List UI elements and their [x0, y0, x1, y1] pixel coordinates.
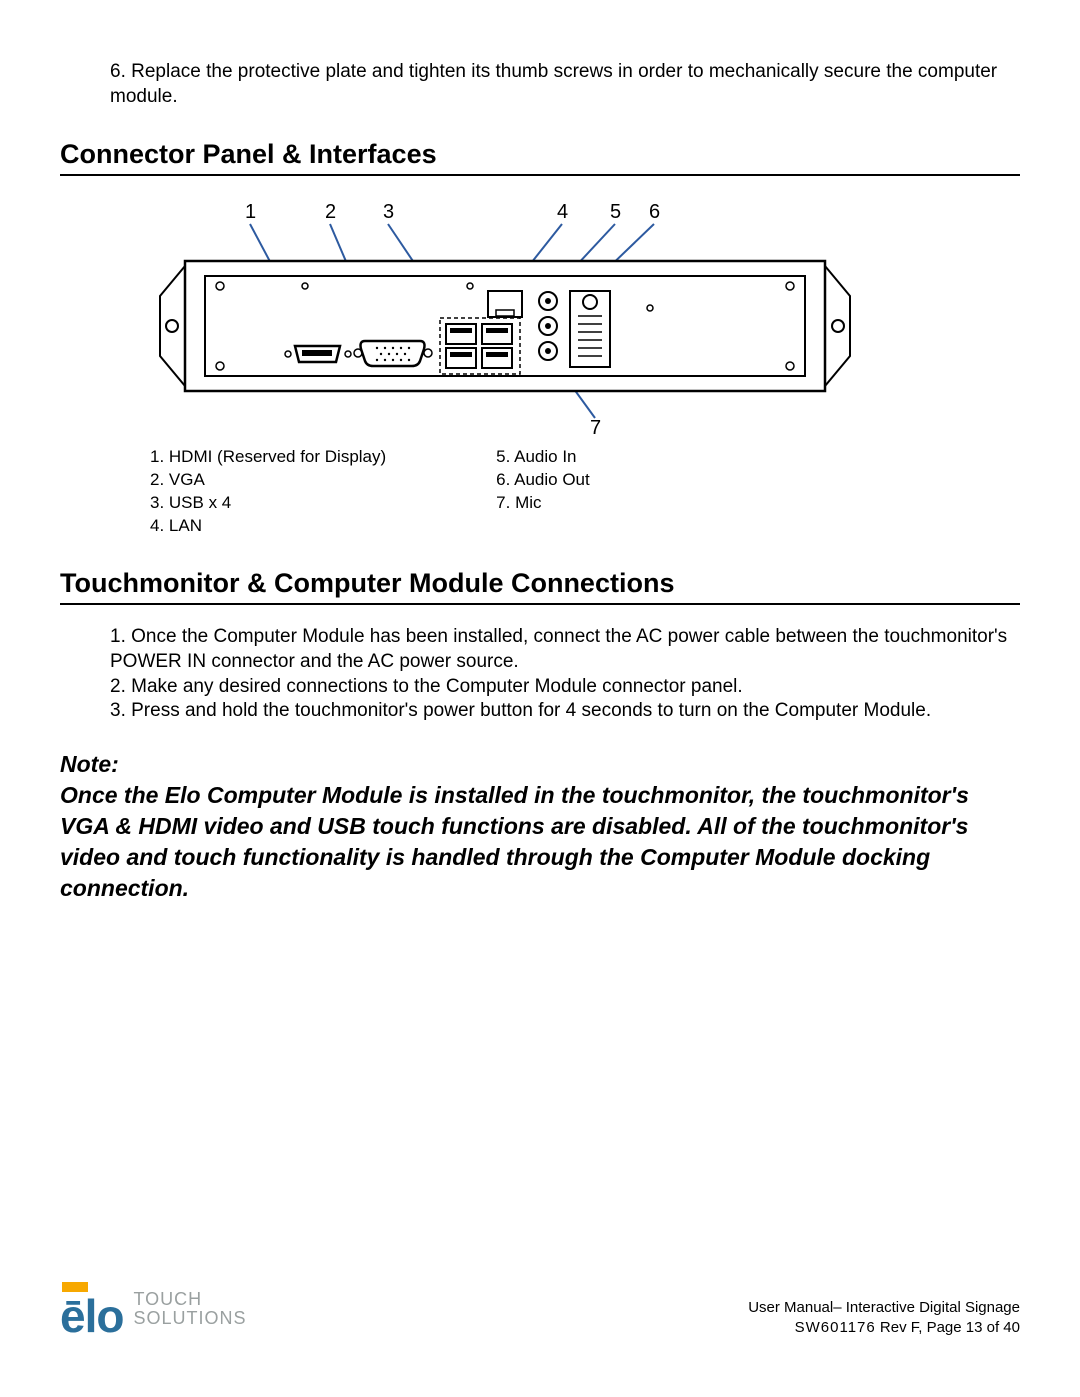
legend-item: 3. USB x 4	[150, 492, 386, 515]
step-6-text: 6. Replace the protective plate and tigh…	[110, 60, 1020, 109]
legend-item: 2. VGA	[150, 469, 386, 492]
page-footer: ēlo TOUCH SOLUTIONS User Manual– Interac…	[60, 1282, 1020, 1337]
note-body: Once the Elo Computer Module is installe…	[60, 780, 1020, 904]
connector-diagram: 1 2 3 4 5 6 7	[130, 196, 1020, 436]
callout-6: 6	[649, 201, 660, 223]
legend-item: 4. LAN	[150, 515, 386, 538]
legend-item: 1. HDMI (Reserved for Display)	[150, 446, 386, 469]
footer-doc-number: SW601176	[795, 1319, 876, 1336]
legend-item: 6. Audio Out	[496, 469, 590, 492]
legend-item: 5. Audio In	[496, 446, 590, 469]
logo-text: ēlo	[60, 1296, 123, 1337]
logo-sub-line: SOLUTIONS	[133, 1309, 246, 1328]
instruction-item: 3. Press and hold the touchmonitor's pow…	[110, 699, 1020, 724]
instruction-item: 2. Make any desired connections to the C…	[110, 675, 1020, 700]
note-block: Note: Once the Elo Computer Module is in…	[60, 749, 1020, 904]
footer-line-1: User Manual– Interactive Digital Signage	[748, 1298, 1020, 1318]
legend-col-1: 1. HDMI (Reserved for Display) 2. VGA 3.…	[150, 446, 386, 538]
instructions-block: 1. Once the Computer Module has been ins…	[110, 625, 1020, 724]
heading-touchmonitor-connections: Touchmonitor & Computer Module Connectio…	[60, 568, 1020, 605]
note-label: Note:	[60, 749, 1020, 780]
callout-1: 1	[245, 201, 256, 223]
footer-meta: User Manual– Interactive Digital Signage…	[748, 1298, 1020, 1337]
footer-line-2: SW601176 Rev F, Page 13 of 40	[748, 1318, 1020, 1338]
legend-item: 7. Mic	[496, 492, 590, 515]
callout-3: 3	[383, 201, 394, 223]
legend-col-2: 5. Audio In 6. Audio Out 7. Mic	[496, 446, 590, 538]
module-body	[160, 261, 850, 391]
elo-logo: ēlo TOUCH SOLUTIONS	[60, 1282, 247, 1337]
callout-2: 2	[325, 201, 336, 223]
heading-connector-panel: Connector Panel & Interfaces	[60, 139, 1020, 176]
callout-7: 7	[590, 417, 601, 436]
callout-5: 5	[610, 201, 621, 223]
instruction-item: 1. Once the Computer Module has been ins…	[110, 625, 1020, 674]
logo-subtext: TOUCH SOLUTIONS	[133, 1290, 246, 1328]
logo-mark: ēlo	[60, 1282, 123, 1337]
connector-legend: 1. HDMI (Reserved for Display) 2. VGA 3.…	[150, 446, 1020, 538]
footer-rev-page: Rev F, Page 13 of 40	[876, 1319, 1020, 1336]
callout-4: 4	[557, 201, 568, 223]
logo-sub-line: TOUCH	[133, 1290, 246, 1309]
